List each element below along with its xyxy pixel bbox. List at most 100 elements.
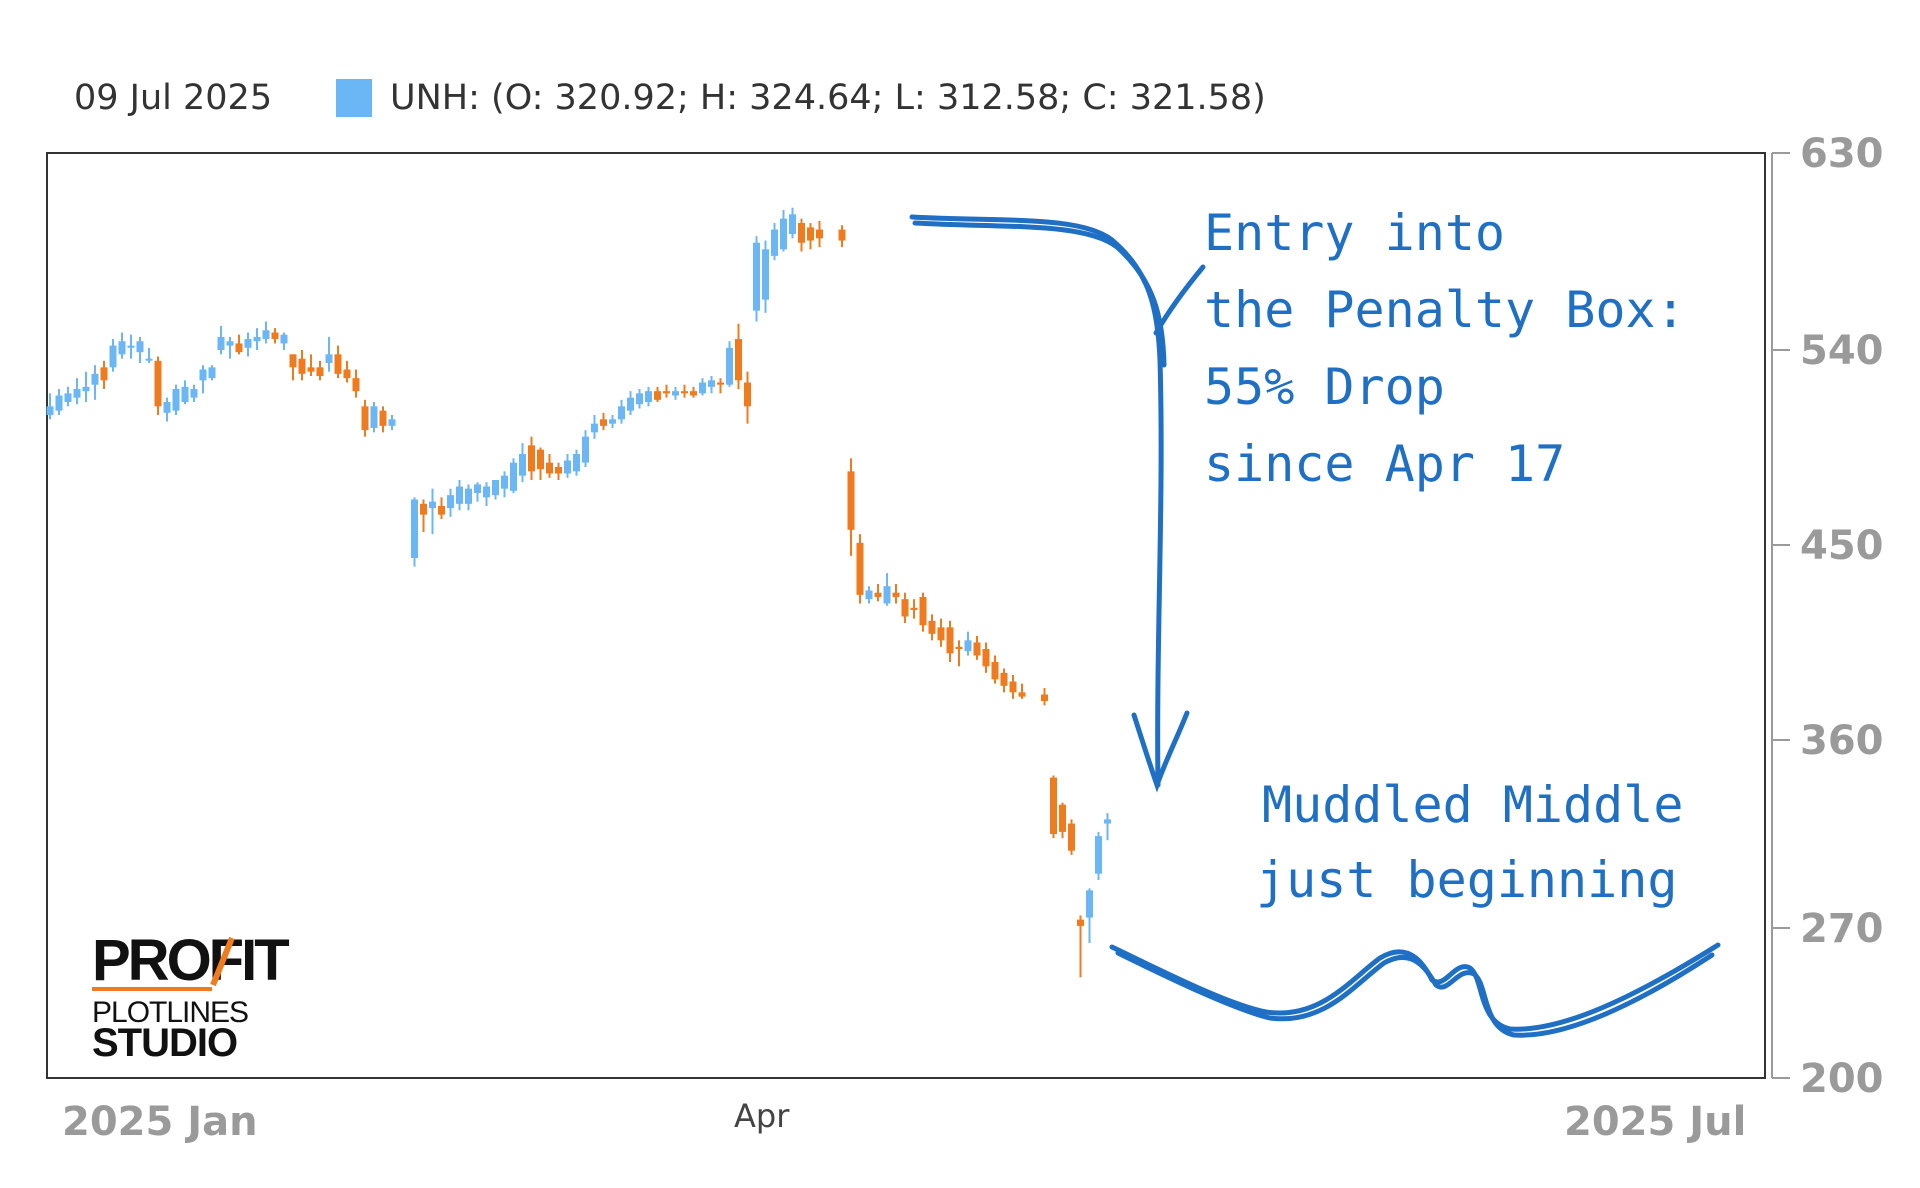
- candle-body: [127, 345, 135, 348]
- muddled-note: Muddled Middle just beginning: [1256, 776, 1683, 909]
- logo-slash: [210, 936, 235, 987]
- entry-note-line-3: 55% Drop: [1204, 358, 1445, 416]
- candle-body: [474, 484, 481, 493]
- candle-body: [883, 586, 891, 604]
- candle-body: [789, 214, 796, 234]
- candle-body: [937, 627, 945, 641]
- candle-body: [217, 336, 225, 350]
- candle-body: [411, 499, 418, 558]
- y-axis-ticks: 630 540 450 360 270 200: [1772, 131, 1884, 1102]
- x-tick-label-jul: 2025 Jul: [1564, 1099, 1746, 1145]
- candle-body: [838, 229, 846, 241]
- arrow-head: [1131, 710, 1190, 793]
- candle-body: [955, 646, 963, 649]
- candle-body: [1104, 819, 1111, 824]
- muddled-note-line-1: Muddled Middle: [1262, 776, 1683, 834]
- candle-body: [190, 389, 198, 398]
- candle-body: [645, 391, 652, 402]
- candle-body: [64, 393, 72, 402]
- logo-text-middle: PLOTLINES: [92, 996, 248, 1029]
- y-tick-label: 360: [1800, 718, 1884, 764]
- candle-body: [798, 223, 805, 243]
- candle-body: [618, 406, 625, 420]
- candle-body: [316, 367, 324, 376]
- candle-body: [771, 229, 778, 256]
- candle-body: [271, 332, 279, 340]
- candle-body: [55, 395, 63, 411]
- candle-body: [663, 391, 670, 394]
- arrow-tick: [1153, 264, 1206, 336]
- candle-body: [352, 378, 360, 392]
- candle-body: [874, 592, 882, 597]
- candle-body: [438, 506, 445, 515]
- candle-body: [361, 406, 369, 431]
- candles-group: [46, 207, 1111, 978]
- candle-body: [600, 419, 607, 426]
- candle-body: [118, 341, 126, 355]
- candle-body: [528, 445, 535, 472]
- arrow-shaft: [909, 214, 1164, 788]
- logo-text-bottom: STUDIO: [92, 1021, 237, 1065]
- profit-plotlines-logo: PROFIT PLOTLINES STUDIO: [92, 928, 292, 1065]
- date-label: 09 Jul 2025: [74, 78, 272, 118]
- candle-body: [501, 475, 508, 489]
- candle-body: [780, 218, 787, 250]
- y-tick-label: 630: [1800, 131, 1884, 177]
- candle-body: [537, 449, 544, 470]
- candle-body: [82, 386, 90, 392]
- candle-body: [928, 620, 936, 634]
- candle-body: [816, 229, 823, 239]
- candle-body: [726, 347, 733, 385]
- candle-body: [847, 471, 855, 530]
- candle-body: [370, 406, 378, 428]
- candle-body: [699, 382, 706, 394]
- candle-body: [280, 334, 288, 344]
- candle-body: [46, 406, 54, 415]
- squiggle-annotation: [1109, 942, 1721, 1038]
- candle-body: [973, 642, 981, 656]
- candle-body: [253, 336, 261, 342]
- candle-body: [744, 382, 751, 407]
- candle-body: [1018, 692, 1026, 697]
- candle-body: [325, 354, 333, 363]
- candle-body: [235, 343, 243, 353]
- candle-body: [564, 460, 571, 474]
- candle-body: [163, 402, 171, 413]
- candle-body: [1059, 804, 1066, 832]
- candle-body: [573, 454, 580, 472]
- candle-body: [708, 380, 715, 387]
- candle-body: [181, 386, 189, 402]
- candle-body: [154, 360, 162, 407]
- candle-body: [379, 410, 387, 426]
- candle-body: [519, 454, 526, 476]
- candle-body: [717, 382, 724, 385]
- candle-body: [892, 592, 900, 597]
- candle-body: [343, 369, 351, 379]
- candle-body: [609, 419, 616, 424]
- candle-body: [753, 242, 760, 311]
- candle-body: [1000, 672, 1008, 686]
- candle-body: [136, 341, 144, 353]
- candle-body: [654, 391, 661, 400]
- candle-body: [483, 486, 490, 498]
- y-tick-label: 200: [1800, 1056, 1884, 1102]
- candle-body: [627, 397, 634, 411]
- candle-body: [690, 391, 697, 396]
- candle-body: [681, 391, 688, 394]
- candle-body: [420, 503, 427, 515]
- candle-body: [762, 249, 769, 300]
- candle-body: [307, 367, 315, 372]
- candle-body: [298, 358, 306, 374]
- y-tick-label: 450: [1800, 523, 1884, 569]
- candle-body: [172, 389, 180, 411]
- candle-body: [465, 488, 472, 504]
- candle-body: [1009, 681, 1017, 693]
- candle-body: [289, 354, 297, 368]
- candle-body: [919, 597, 927, 626]
- candle-body: [1068, 823, 1075, 851]
- candle-body: [672, 391, 679, 396]
- candle-body: [244, 339, 252, 348]
- candle-body: [964, 640, 972, 652]
- x-tick-label-apr: Apr: [734, 1097, 790, 1135]
- entry-note: Entry into the Penalty Box: 55% Drop sin…: [1204, 204, 1686, 493]
